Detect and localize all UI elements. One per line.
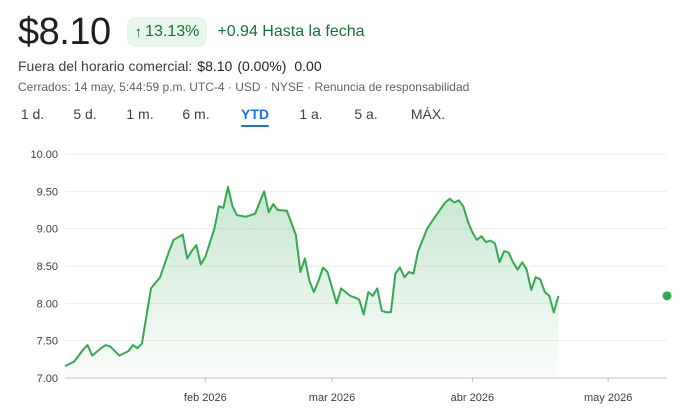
range-ytd[interactable]: YTD [241, 104, 269, 127]
y-tick-label: 7.00 [37, 373, 58, 385]
change-percent-badge: ↑ 13.13% [126, 17, 208, 47]
x-tick-label: may 2026 [584, 392, 632, 404]
x-tick-label: abr 2026 [451, 392, 494, 404]
current-price: $8.10 [18, 11, 111, 53]
after-hours-percent: (0.00%) [237, 58, 287, 74]
x-tick-label: mar 2026 [309, 392, 355, 404]
quote-header: $8.10 ↑ 13.13% +0.94 Hasta la fecha [18, 10, 365, 54]
after-hours-label: Fuera del horario comercial: [18, 58, 193, 74]
last-price-dot [662, 291, 672, 301]
range-1m[interactable]: 1 m. [126, 106, 154, 122]
change-absolute: +0.94 Hasta la fecha [217, 23, 365, 40]
y-axis-labels: 10.00 9.50 9.00 8.50 8.00 7.50 7.00 [30, 149, 58, 385]
y-tick-label: 9.00 [37, 224, 58, 236]
x-tick-label: feb 2026 [184, 392, 227, 404]
y-tick-label: 8.00 [37, 298, 58, 310]
price-line [64, 185, 560, 367]
range-5d[interactable]: 5 d. [73, 106, 97, 122]
after-hours-row: Fuera del horario comercial: $8.10 (0.00%)… [18, 58, 322, 74]
y-tick-label: 10.00 [30, 149, 58, 161]
range-1y[interactable]: 1 a. [299, 106, 323, 122]
y-tick-label: 8.50 [37, 261, 58, 273]
range-5y[interactable]: 5 a. [354, 106, 378, 122]
y-tick-label: 9.50 [37, 186, 58, 198]
y-tick-label: 7.50 [37, 336, 58, 348]
range-selector: 1 d. 5 d. 1 m. 6 m. YTD 1 a. 5 a. MÁX. [18, 104, 447, 127]
after-hours-price: $8.10 [197, 58, 233, 74]
range-1d[interactable]: 1 d. [20, 106, 45, 122]
price-chart[interactable]: 10.00 9.50 9.00 8.50 8.00 7.50 7.00 feb 2026 ma… [0, 140, 700, 417]
range-6m[interactable]: 6 m. [182, 106, 210, 122]
change-percent-value: 13.13% [145, 23, 200, 40]
range-max[interactable]: MÁX. [410, 106, 446, 122]
x-axis-ticks: feb 2026 mar 2026 abr 2026 may 2026 [184, 378, 632, 404]
after-hours-abs: 0.00 [294, 58, 322, 74]
market-meta: Cerrados: 14 may, 5:44:59 p.m. UTC-4 · U… [18, 80, 470, 94]
arrow-up-icon: ↑ [134, 23, 143, 41]
price-area-fill [65, 186, 559, 378]
